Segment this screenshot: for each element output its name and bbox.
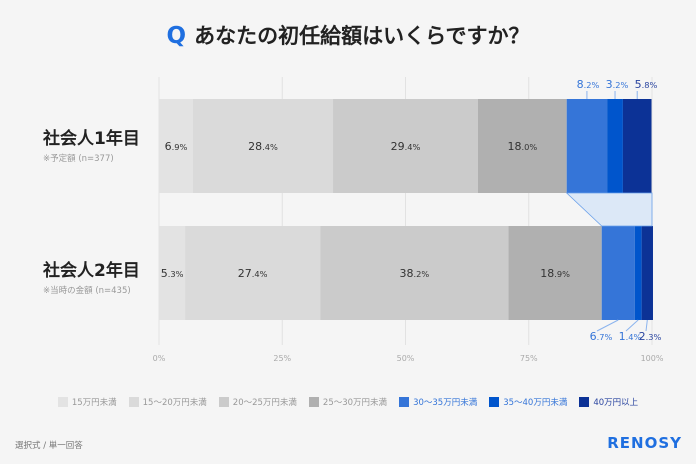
data-label: 1.4% — [619, 330, 642, 343]
data-label: 3.2% — [606, 78, 629, 91]
leader-line — [625, 319, 639, 332]
legend-swatch — [128, 397, 139, 407]
x-tick-label: 50% — [397, 354, 415, 363]
category-note: ※予定額 (n=377) — [43, 154, 114, 164]
bar-segment — [333, 99, 478, 193]
bar-segment — [601, 226, 635, 320]
legend-swatch — [579, 397, 590, 407]
legend-item: 40万円以上 — [579, 396, 638, 408]
bar-segment — [566, 99, 608, 193]
data-label: 18.9% — [540, 267, 570, 280]
data-label: 29.4% — [391, 140, 421, 153]
blue-connector — [565, 192, 653, 227]
stacked-bar-chart: 0% 25% 50% 75% 100% 6.9% 28.4% 29.4% 18.0% 8.2% 3.… — [153, 77, 664, 363]
row-label-2: 社会人2年目 ※当時の金額 (n=435) — [43, 256, 140, 296]
bar-segment — [185, 226, 321, 320]
data-label: 18.0% — [507, 140, 537, 153]
category-label: 社会人2年目 — [43, 261, 140, 281]
legend-swatch — [218, 397, 229, 407]
legend-label: 15〜20万円未満 — [142, 398, 207, 408]
bar-segment — [508, 226, 602, 320]
row-label-1: 社会人1年目 ※予定額 (n=377) — [43, 124, 140, 164]
legend-swatch — [489, 397, 500, 407]
category-note: ※当時の金額 (n=435) — [43, 286, 131, 296]
renosy-logo: RENOSY — [607, 434, 682, 452]
question-text: あなたの初任給額はいくらですか？ — [194, 24, 530, 48]
leader-line — [645, 319, 648, 332]
legend-item: 35〜40万円未満 — [489, 396, 567, 408]
legend-label: 15万円未満 — [71, 398, 117, 408]
data-label: 38.2% — [400, 267, 430, 280]
legend-item: 20〜25万円未満 — [218, 396, 297, 408]
bar-segment — [634, 226, 642, 320]
legend-label: 20〜25万円未満 — [232, 398, 297, 408]
legend-item: 15万円未満 — [57, 396, 117, 408]
data-label: 6.7% — [590, 330, 613, 343]
data-label: 5.3% — [161, 267, 184, 280]
bar-segment — [159, 99, 194, 193]
bar-segment — [320, 226, 509, 320]
bar-segment — [622, 99, 652, 193]
legend-label: 40万円以上 — [593, 398, 639, 408]
legend-swatch — [308, 397, 319, 407]
bar-segment — [193, 99, 334, 193]
x-tick-label: 75% — [520, 354, 538, 363]
legend-label: 30〜35万円未満 — [413, 398, 478, 408]
data-label: 28.4% — [248, 140, 278, 153]
leader-line — [596, 319, 619, 332]
category-label: 社会人1年目 — [43, 129, 140, 149]
legend-label: 35〜40万円未満 — [503, 398, 568, 408]
x-tick-label: 25% — [273, 354, 291, 363]
bar-segment — [477, 99, 567, 193]
data-label: 27.4% — [238, 267, 268, 280]
legend-swatch — [399, 397, 410, 407]
legend-label: 25〜30万円未満 — [322, 398, 388, 408]
bar-segment — [641, 226, 653, 320]
data-label: 5.8% — [635, 78, 658, 91]
q-mark: Q — [166, 23, 187, 49]
x-tick-label: 0% — [153, 354, 166, 363]
data-label: 6.9% — [165, 140, 188, 153]
legend-swatch — [57, 397, 68, 407]
legend: 15万円未満 15〜20万円未満 20〜25万円未満 25〜30万円未満 30〜35万円… — [0, 396, 696, 408]
bar-segment — [607, 99, 623, 193]
legend-item: 25〜30万円未満 — [308, 396, 388, 408]
bar-segment — [159, 226, 186, 320]
data-label: 2.3% — [639, 330, 662, 343]
x-tick-label: 100% — [641, 354, 664, 363]
legend-item: 30〜35万円未満 — [399, 396, 477, 408]
legend-item: 15〜20万円未満 — [128, 396, 207, 408]
data-label: 8.2% — [577, 78, 600, 91]
page-title: Q あなたの初任給額はいくらですか？ — [0, 20, 696, 50]
footnote: 選択式 / 単一回答 — [15, 441, 83, 451]
